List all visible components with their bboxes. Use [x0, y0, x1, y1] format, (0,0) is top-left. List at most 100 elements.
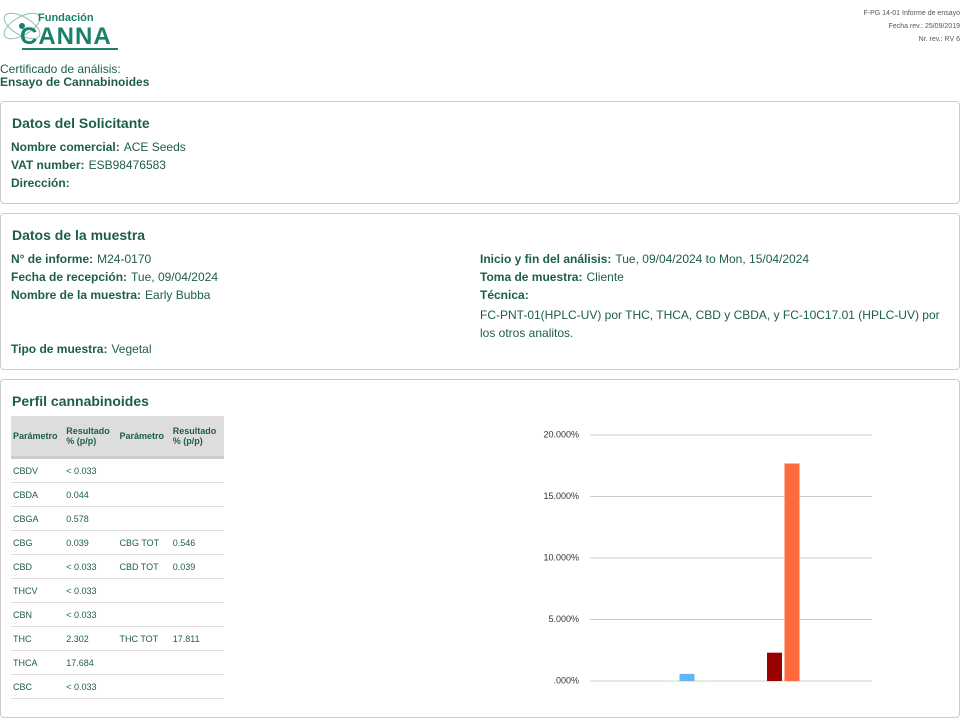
- table-row: THCV < 0.033: [11, 578, 224, 603]
- sample-box: Datos de la muestra N° de informe: M24-01…: [0, 213, 960, 370]
- field-label: VAT number:: [11, 158, 85, 172]
- table-cell: THC TOT: [117, 626, 171, 651]
- doc-info-3: Nr. rev.: RV 6: [918, 36, 960, 43]
- table-cell-empty: [117, 602, 171, 627]
- bar: [662, 680, 677, 681]
- table-cell-empty: [170, 506, 224, 531]
- chart: .000% 5.000% 10.000% 15.000% 20.000%: [543, 429, 872, 685]
- field: VAT number: ESB98476583: [11, 158, 166, 172]
- table-header: Parámetro: [117, 416, 171, 459]
- field-value: Vegetal: [111, 342, 152, 356]
- heading-line2: Ensayo de Cannabinoides: [0, 75, 150, 89]
- table-cell: THCV: [11, 578, 65, 603]
- table-row: CBDA 0.044: [11, 482, 224, 507]
- bar: [767, 652, 782, 681]
- field-label: N° de informe:: [11, 252, 94, 266]
- table-row: THCA 17.684: [11, 650, 224, 675]
- table-cell-empty: [170, 602, 224, 627]
- field-label: Toma de muestra:: [480, 270, 583, 284]
- table-row: CBD < 0.033 CBD TOT 0.039: [11, 554, 224, 579]
- field-label: Inicio y fin del análisis:: [480, 252, 612, 266]
- field-value: Cliente: [586, 270, 624, 284]
- table-cell: 2.302: [64, 626, 118, 651]
- table-cell: CBG: [11, 530, 65, 555]
- section-title: Datos de la muestra: [12, 227, 146, 243]
- table-cell-empty: [117, 674, 171, 699]
- table-cell: THC: [11, 626, 65, 651]
- field: Inicio y fin del análisis: Tue, 09/04/202…: [480, 252, 809, 266]
- field-label: Nombre de la muestra:: [11, 288, 142, 302]
- table-cell: CBDV: [11, 457, 65, 483]
- bar: [679, 673, 695, 681]
- table-cell: 0.546: [170, 530, 224, 555]
- bar: [784, 463, 800, 681]
- logo-line1: Fundación: [38, 12, 94, 24]
- field: Fecha de recepción: Tue, 09/04/2024: [11, 270, 218, 284]
- table-cell: < 0.033: [64, 602, 118, 627]
- field-label: Tipo de muestra:: [11, 342, 108, 356]
- applicant-box: Datos del Solicitante Nombre comercial: A…: [0, 101, 960, 204]
- table-header: Resultado % (p/p): [64, 416, 118, 459]
- table-cell: < 0.033: [64, 554, 118, 579]
- table-cell-empty: [117, 506, 171, 531]
- doc-info-1: F-PG 14-01 Informe de ensayo: [863, 10, 961, 17]
- doc-info-2: Fecha rev.: 25/09/2019: [888, 23, 960, 30]
- table-cell: 0.044: [64, 482, 118, 507]
- section-title: Datos del Solicitante: [12, 115, 150, 131]
- field-value: ESB98476583: [88, 158, 166, 172]
- table-cell-empty: [117, 578, 171, 603]
- table-row: CBDV < 0.033: [11, 457, 224, 483]
- field-value: Tue, 09/04/2024 to Mon, 15/04/2024: [615, 252, 810, 266]
- table-cell: 0.039: [170, 554, 224, 579]
- table-cell: < 0.033: [64, 674, 118, 699]
- table-cell-empty: [170, 650, 224, 675]
- table-row: THC 2.302 THC TOT 17.811: [11, 626, 224, 651]
- table-cell: CBN: [11, 602, 65, 627]
- table-row: CBN < 0.033: [11, 602, 224, 627]
- y-tick-label: 20.000%: [543, 429, 579, 439]
- field: Tipo de muestra: Vegetal: [11, 342, 152, 356]
- table-cell: CBC: [11, 674, 65, 699]
- field-value: M24-0170: [97, 252, 152, 266]
- section-title: Perfil cannabinoides: [12, 393, 149, 409]
- table-cell-empty: [117, 482, 171, 507]
- heading-line1: Certificado de análisis:: [0, 62, 121, 76]
- logo-graphic: [3, 12, 118, 50]
- field-value: Tue, 09/04/2024: [131, 270, 219, 284]
- technique: FC-PNT-01(HPLC-UV) por THC, THCA, CBD y …: [480, 308, 940, 340]
- table-cell: 17.684: [64, 650, 118, 675]
- field: Técnica:: [480, 288, 533, 302]
- y-tick-label: 5.000%: [548, 614, 579, 624]
- field: N° de informe: M24-0170: [11, 252, 151, 266]
- field-label: Nombre comercial:: [11, 140, 120, 154]
- logo: Fundación CANNA: [0, 0, 130, 56]
- table-cell: 17.811: [170, 626, 224, 651]
- table-cell: 0.039: [64, 530, 118, 555]
- field: Nombre de la muestra: Early Bubba: [11, 288, 210, 302]
- table-row: CBC < 0.033: [11, 674, 224, 699]
- table-cell: THCA: [11, 650, 65, 675]
- table-cell: CBDA: [11, 482, 65, 507]
- table-cell: < 0.033: [64, 457, 118, 483]
- y-tick-label: 10.000%: [543, 552, 579, 562]
- field: Toma de muestra: Cliente: [480, 270, 624, 284]
- y-tick-label: .000%: [553, 675, 579, 685]
- table-cell: CBD TOT: [117, 554, 171, 579]
- field-label: Técnica:: [480, 288, 529, 302]
- table-cell-empty: [170, 674, 224, 699]
- field-value: Early Bubba: [145, 288, 211, 302]
- table-cell-empty: [117, 650, 171, 675]
- table-cell: CBG TOT: [117, 530, 171, 555]
- table-cell: CBGA: [11, 506, 65, 531]
- field-label: Fecha de recepción:: [11, 270, 128, 284]
- results-table: Parámetro Resultado % (p/p) Parámetro Resul…: [11, 416, 224, 699]
- table-cell: CBD: [11, 554, 65, 579]
- field: Nombre comercial: ACE Seeds: [11, 140, 186, 154]
- table-cell-empty: [170, 482, 224, 507]
- profile-box: Perfil cannabinoides Parámetro Resultado …: [0, 379, 960, 718]
- table-cell: 0.578: [64, 506, 118, 531]
- table-row: CBGA 0.578: [11, 506, 224, 531]
- field-value: ACE Seeds: [123, 140, 186, 154]
- logo-line2: CANNA: [20, 23, 112, 50]
- table-row: CBG 0.039 CBG TOT 0.546: [11, 530, 224, 555]
